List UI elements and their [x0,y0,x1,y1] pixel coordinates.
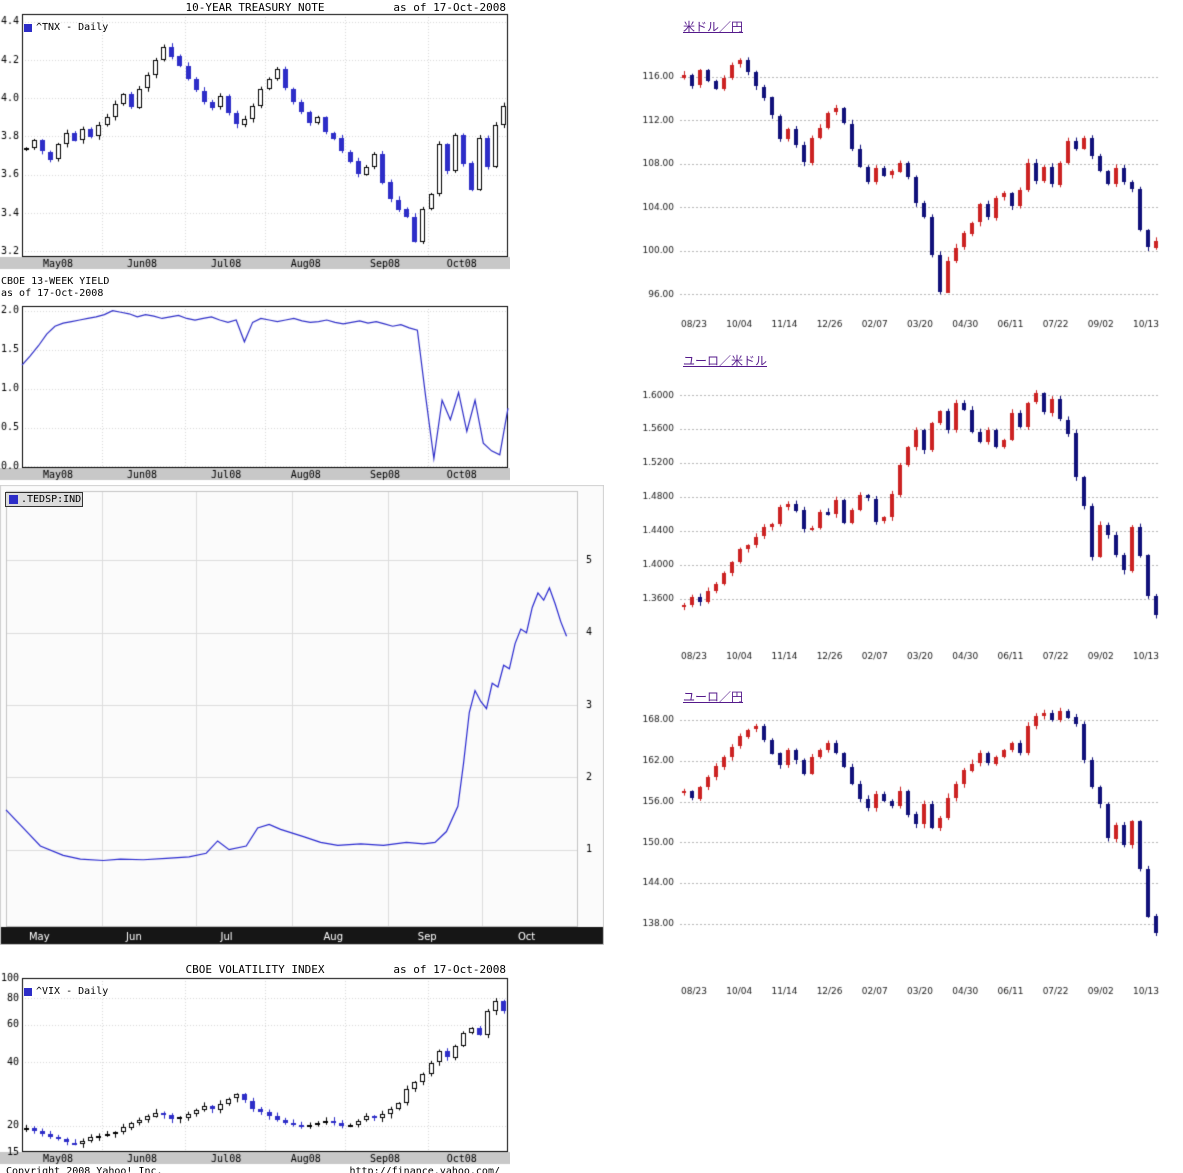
treasury-note-chart: 10-YEAR TREASURY NOTE as of 17-Oct-2008 … [0,0,510,273]
treasury-note-plot [0,0,510,273]
vix-title: CBOE VOLATILITY INDEX [185,963,325,976]
eurjpy-plot [640,675,1183,1010]
ted-spread-legend-label: .TEDSP:IND [21,494,82,505]
vix-legend: ^VIX - Daily [24,986,108,997]
vix-chart: CBOE VOLATILITY INDEX as of 17-Oct-2008 … [0,962,510,1173]
ted-spread-plot [0,485,604,945]
eurjpy-title-link[interactable]: ユーロ／円 [683,690,744,704]
ted-spread-chart: .TEDSP:IND [0,485,604,945]
treasury-note-legend: ^TNX - Daily [24,22,108,33]
vix-plot [0,962,510,1173]
vix-footer-url: http://finance.yahoo.com/ [349,1166,500,1173]
series-color-swatch-icon [9,495,18,504]
thirteen-week-yield-header: CBOE 13-WEEK YIELD as of 17-Oct-2008 [1,276,109,300]
vix-legend-label: ^VIX - Daily [36,986,109,997]
series-color-swatch-icon [24,23,32,32]
vix-footer: Copyright 2008 Yahoo! Inc. http://financ… [0,1166,506,1173]
eurusd-title-link[interactable]: ユーロ／米ドル [683,354,768,368]
eurusd-plot [640,340,1183,675]
treasury-note-title: 10-YEAR TREASURY NOTE [185,1,325,14]
series-color-swatch-icon [24,987,32,996]
ted-spread-legend: .TEDSP:IND [5,492,83,507]
thirteen-week-yield-title: CBOE 13-WEEK YIELD [1,276,110,287]
eurjpy-chart: ユーロ／円 [640,675,1183,1010]
usdjpy-chart: 米ドル／円 [640,8,1183,343]
usdjpy-title-link[interactable]: 米ドル／円 [683,20,744,34]
treasury-note-legend-label: ^TNX - Daily [36,22,109,33]
thirteen-week-yield-chart: CBOE 13-WEEK YIELD as of 17-Oct-2008 [0,276,510,483]
thirteen-week-yield-asof: as of 17-Oct-2008 [1,288,104,299]
thirteen-week-yield-plot [0,276,510,483]
vix-asof: as of 17-Oct-2008 [393,963,506,976]
usdjpy-plot [640,8,1183,343]
treasury-note-asof: as of 17-Oct-2008 [393,1,506,14]
eurusd-chart: ユーロ／米ドル [640,340,1183,675]
vix-footer-copyright: Copyright 2008 Yahoo! Inc. [6,1166,163,1173]
